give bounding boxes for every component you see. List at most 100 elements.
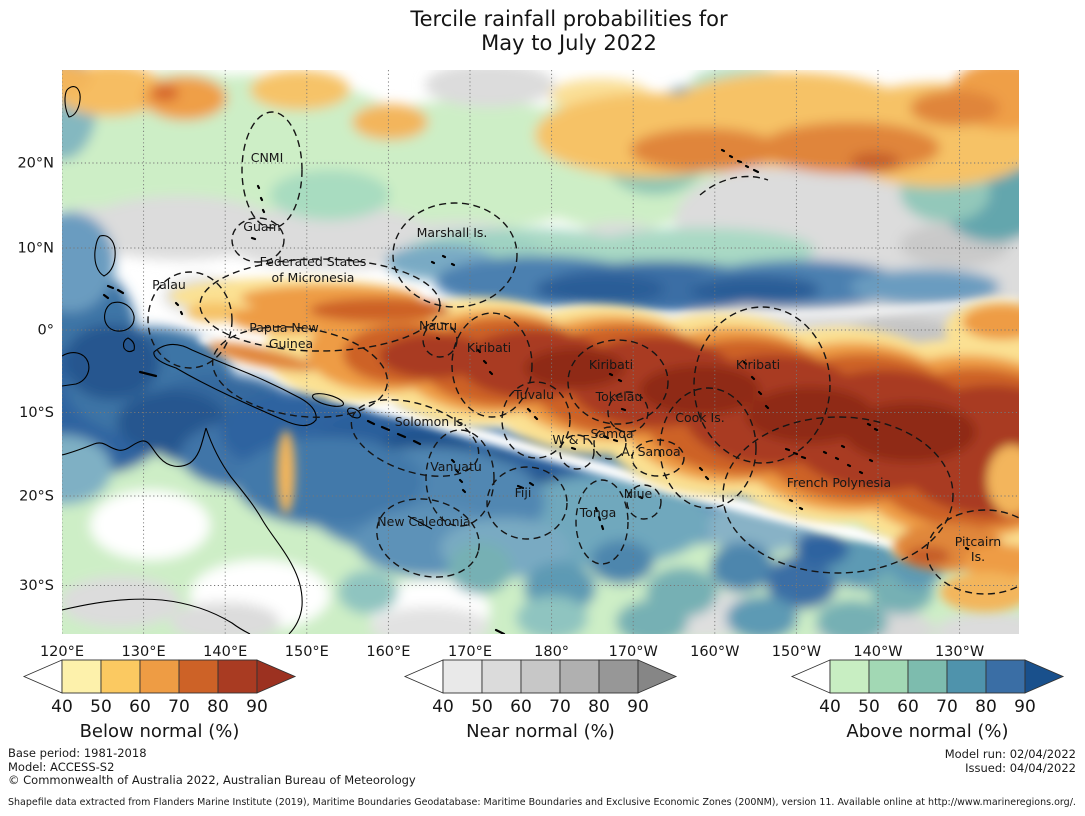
above-normal-label: Above normal (%): [846, 721, 1008, 742]
below-seg-60: [139, 659, 180, 694]
label-pitcairn-line1: Pitcairn: [955, 534, 1001, 549]
above-left-arrow: [790, 659, 831, 694]
longitude-tick-labels: 120°E 130°E 140°E 150°E 160°E 170°E 180°…: [40, 644, 984, 660]
above-seg-50: [868, 659, 909, 694]
label-samoa: Samoa: [590, 426, 633, 441]
near-normal-label: Near normal (%): [466, 721, 615, 742]
lon-tick-150w: 150°W: [772, 644, 821, 660]
lon-tick-140w: 140°W: [853, 644, 902, 660]
lat-tick-10n: 10°N: [17, 241, 54, 257]
near-right-arrow: [637, 659, 678, 694]
near-ticks: 40 50 60 70 80 90: [432, 697, 649, 717]
above-tick-40: 40: [819, 697, 841, 717]
below-tick-70: 70: [168, 697, 190, 717]
shapefile-attribution: Shapefile data extracted from Flanders M…: [8, 797, 1076, 808]
lat-tick-20n: 20°N: [17, 156, 54, 172]
label-cnmi: CNMI: [251, 150, 284, 165]
near-tick-80: 80: [588, 697, 610, 717]
below-seg-40: [61, 659, 102, 694]
below-right-arrow: [256, 659, 297, 694]
below-tick-90: 90: [246, 697, 268, 717]
above-tick-70: 70: [936, 697, 958, 717]
label-vanuatu: Vanuatu: [430, 459, 482, 474]
near-tick-90: 90: [627, 697, 649, 717]
lat-tick-30s: 30°S: [19, 578, 54, 594]
label-png-line2: Guinea: [269, 336, 313, 351]
colorbar-above-normal: 40 50 60 70 80 90 Above normal (%): [790, 659, 1065, 742]
footer-right-block: Model run: 02/04/2022 Issued: 04/04/2022: [944, 747, 1076, 775]
above-ticks: 40 50 60 70 80 90: [819, 697, 1036, 717]
label-kiribati-east: Kiribati: [736, 357, 780, 372]
near-tick-60: 60: [510, 697, 532, 717]
label-tonga: Tonga: [579, 505, 617, 520]
lon-tick-160e: 160°E: [366, 644, 410, 660]
below-tick-40: 40: [51, 697, 73, 717]
issued-text: Issued: 04/04/2022: [965, 760, 1076, 775]
label-fsm-line1: Federated States: [260, 254, 367, 269]
label-marshall-is: Marshall Is.: [417, 225, 488, 240]
model-text: Model: ACCESS-S2: [8, 759, 115, 774]
below-seg-70: [178, 659, 219, 694]
above-seg-80: [985, 659, 1026, 694]
above-tick-80: 80: [975, 697, 997, 717]
lat-tick-0: 0°: [38, 323, 54, 339]
below-tick-60: 60: [129, 697, 151, 717]
above-seg-70: [946, 659, 987, 694]
eez-boundaries: [147, 111, 1019, 595]
below-normal-label: Below normal (%): [80, 721, 240, 742]
lon-tick-150e: 150°E: [285, 644, 329, 660]
near-seg-70: [559, 659, 600, 694]
label-guam: Guam: [243, 219, 280, 234]
map-place-labels: CNMI Guam Marshall Is. Federated States …: [152, 150, 1001, 564]
label-wallis-futuna: W & F: [552, 432, 589, 447]
above-seg-60: [907, 659, 948, 694]
below-seg-80: [217, 659, 258, 694]
label-kiribati-west: Kiribati: [467, 340, 511, 355]
lat-tick-10s: 10°S: [19, 405, 54, 421]
label-new-caledonia: New Caledonia: [377, 514, 470, 529]
copyright-text: © Commonwealth of Australia 2022, Austra…: [8, 773, 416, 787]
label-nauru: Nauru: [419, 318, 457, 333]
lon-tick-170e: 170°E: [448, 644, 492, 660]
title-line-2: May to July 2022: [481, 31, 657, 55]
colorbar-below-normal: 40 50 60 70 80 90 Below normal (%): [22, 659, 297, 742]
near-tick-50: 50: [471, 697, 493, 717]
above-tick-90: 90: [1014, 697, 1036, 717]
near-seg-60: [520, 659, 561, 694]
label-kiribati-central: Kiribati: [589, 357, 633, 372]
label-niue: Niue: [624, 486, 653, 501]
label-palau: Palau: [152, 277, 186, 292]
map-field: CNMI Guam Marshall Is. Federated States …: [62, 70, 1019, 634]
below-tick-80: 80: [207, 697, 229, 717]
lon-tick-140e: 140°E: [203, 644, 247, 660]
near-seg-80: [598, 659, 639, 694]
label-png-line1: Papua New: [249, 320, 318, 335]
lon-tick-180: 180°: [534, 644, 569, 660]
near-seg-50: [481, 659, 522, 694]
near-seg-40: [442, 659, 483, 694]
footer-left-block: Base period: 1981-2018 Model: ACCESS-S2 …: [8, 746, 416, 788]
label-french-polynesia: French Polynesia: [787, 475, 891, 490]
label-american-samoa: A. Samoa: [621, 444, 680, 459]
lon-tick-130e: 130°E: [122, 644, 166, 660]
lat-tick-20s: 20°S: [19, 489, 54, 505]
lon-tick-120e: 120°E: [40, 644, 84, 660]
near-tick-40: 40: [432, 697, 454, 717]
above-seg-40: [829, 659, 870, 694]
lon-tick-160w: 160°W: [690, 644, 739, 660]
latitude-tick-labels: 20°N 10°N 0° 10°S 20°S 30°S: [17, 156, 54, 595]
label-fiji: Fiji: [515, 485, 532, 500]
graticule-gridlines: [62, 70, 1019, 634]
label-pitcairn-line2: Is.: [971, 549, 985, 564]
colorbar-near-normal: 40 50 60 70 80 90 Near normal (%): [403, 659, 678, 742]
model-run-text: Model run: 02/04/2022: [944, 747, 1076, 761]
label-solomon-is: Solomon Is.: [395, 414, 468, 429]
lon-tick-130w: 130°W: [935, 644, 984, 660]
label-tuvalu: Tuvalu: [513, 387, 554, 402]
above-tick-50: 50: [858, 697, 880, 717]
below-tick-50: 50: [90, 697, 112, 717]
near-tick-70: 70: [549, 697, 571, 717]
label-cook-is: Cook Is.: [675, 410, 724, 425]
